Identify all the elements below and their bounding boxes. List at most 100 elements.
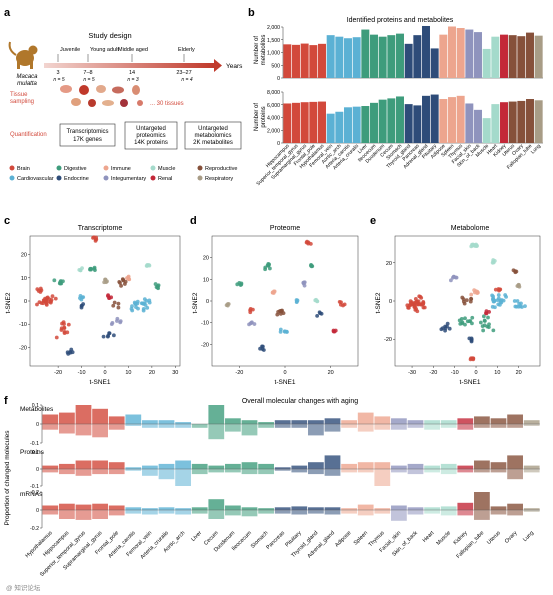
point-cardiovascular <box>523 304 527 309</box>
bar-down-cecum <box>208 469 225 473</box>
point-brain <box>341 303 345 308</box>
bar-up-aortic-arch <box>175 422 191 424</box>
bar-down-hypothalamus <box>42 469 59 473</box>
point-renal <box>106 293 111 298</box>
box-line-1: Untargeted <box>198 126 228 132</box>
bar-down-uterus <box>490 469 507 473</box>
bar-up-arteria-cruralis <box>158 463 175 469</box>
bar-down-arteria-carotis <box>125 510 142 514</box>
bar-down-adipose <box>341 510 357 514</box>
proteins-ylabel-line-2: proteins <box>261 106 267 127</box>
legend-label-brain: Brain <box>17 166 30 172</box>
panel-c-transcriptome-tsne: Transcriptome t-SNE1 t-SNE2 -20 -10 0 10 20 3… <box>5 225 181 386</box>
bar-ileocecum <box>370 102 378 143</box>
bar-up-liver <box>191 463 208 469</box>
point-reproductive <box>464 298 469 303</box>
point-endocrine <box>317 310 322 315</box>
legend-label-cardiovascular: Cardiovascular <box>17 176 54 182</box>
point-endocrine <box>447 326 452 331</box>
legend-swatch-brain <box>9 165 15 171</box>
bar-adrenal-gland <box>422 95 430 143</box>
bar-down-ileocecum <box>241 510 258 517</box>
point-respiratory <box>103 277 108 282</box>
y-tick-label: 20 <box>386 261 392 267</box>
panel-letter-d: d <box>190 215 197 227</box>
bar-up-duodenum <box>225 463 241 469</box>
bar-arteria-cruralis <box>352 37 361 78</box>
bar-up-pancreas <box>274 420 291 424</box>
point-digestive <box>155 285 160 290</box>
point-integumentary <box>115 316 120 321</box>
bar-down-adipose <box>341 469 357 473</box>
point-cardiovascular <box>144 298 149 303</box>
y-tick-label: 0.2 <box>32 490 39 496</box>
bar-down-kidney <box>457 469 474 473</box>
bar-hippocampus <box>283 44 292 78</box>
point-respiratory <box>224 303 229 308</box>
bar-up-stomach <box>258 463 274 469</box>
point-digestive <box>57 281 62 286</box>
bar-down-muscle <box>440 469 457 475</box>
y-tick-label: 0 <box>277 76 280 82</box>
bar-facial-skin <box>465 29 474 78</box>
y-tick-label: 2,000 <box>267 128 280 134</box>
x-tick-label: 0 <box>474 370 477 376</box>
bar-down-lung <box>523 510 540 512</box>
bar-up-kidney <box>457 418 474 424</box>
bar-fallopian-tube <box>526 99 534 143</box>
bar-down-supramarginal-gyrus <box>92 424 108 438</box>
point-digestive <box>463 322 467 327</box>
point-cardiovascular <box>130 308 135 313</box>
bar-down-thyroid-gland <box>308 424 324 436</box>
bar-aortic-arch <box>335 36 344 78</box>
legend-label-digestive: Digestive <box>64 166 87 172</box>
point-endocrine <box>65 350 70 355</box>
point-renal <box>333 328 338 333</box>
tsne-ylabel: t-SNE2 <box>5 292 12 313</box>
point-digestive <box>481 328 486 333</box>
bar-up-adipose <box>341 420 357 424</box>
point-integumentary <box>110 320 115 325</box>
point-digestive <box>481 314 486 319</box>
bar-heart <box>491 36 500 78</box>
bar-up-pancreas <box>274 507 291 510</box>
bar-arteria-carotis <box>344 38 352 78</box>
bar-up-facial-skin <box>391 418 407 424</box>
point-brain <box>248 307 253 311</box>
point-immune <box>473 290 477 295</box>
bar-up-superior-temporal-gyrus <box>75 405 92 424</box>
point-reproductive <box>279 309 284 314</box>
bar-up-aortic-arch <box>175 508 191 510</box>
bar-down-superior-temporal-gyrus <box>75 424 92 436</box>
point-brain <box>35 302 39 307</box>
point-cardiovascular <box>504 294 508 299</box>
bar-down-pituitary <box>291 469 308 473</box>
bar-down-skin-of-back <box>407 510 424 515</box>
bar-down-hippocampus <box>59 510 75 519</box>
bar-up-spleen <box>357 504 374 510</box>
x-tick-label: -20 <box>54 370 62 376</box>
point-cardiovascular <box>78 293 83 298</box>
bar-down-kidney <box>457 510 474 516</box>
box-line-2: metabolomics <box>194 133 231 139</box>
point-endocrine <box>68 350 73 355</box>
bar-up-skin-of-back <box>407 507 424 510</box>
point-brain <box>422 305 427 310</box>
point-digestive <box>153 282 158 286</box>
bar-up-cecum <box>208 405 225 424</box>
bar-ovary <box>517 100 526 143</box>
point-endocrine <box>69 347 74 352</box>
bar-down-heart <box>424 424 440 430</box>
y-tick-label: -20 <box>201 342 209 348</box>
point-cardiovascular <box>496 293 501 297</box>
tissue-type-legend: Brain Digestive Immune Muscle Reproductive Ca… <box>9 165 237 182</box>
bar-down-hypothalamus <box>42 510 59 515</box>
bar-down-aortic-arch <box>175 469 191 486</box>
metabolome-scatter: -30 -20 -10 0 10 20 -20 0 20 <box>384 235 541 376</box>
point-reproductive <box>275 312 280 317</box>
bar-up-pituitary <box>291 465 308 469</box>
bar-up-frontal-pole <box>108 462 125 469</box>
bar-down-femoral-vein <box>142 469 158 476</box>
tissues-count-text: ... 30 tissues <box>150 101 184 107</box>
bar-kidney <box>500 34 508 78</box>
